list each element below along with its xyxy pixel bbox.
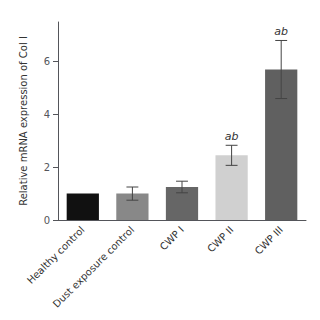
svg-text:4: 4 [44, 109, 50, 120]
svg-text:6: 6 [44, 56, 50, 67]
svg-text:ab: ab [225, 130, 239, 143]
svg-text:Relative mRNA expression of Co: Relative mRNA expression of Col I [18, 36, 29, 206]
svg-text:Dust exposure control: Dust exposure control [51, 224, 137, 310]
svg-text:2: 2 [44, 162, 50, 173]
svg-text:CWP II: CWP II [205, 224, 235, 254]
svg-text:Healthy control: Healthy control [24, 224, 87, 286]
svg-text:CWP I: CWP I [158, 224, 186, 252]
svg-text:ab: ab [274, 25, 288, 38]
svg-text:0: 0 [44, 215, 50, 226]
svg-text:CWP III: CWP III [253, 224, 285, 256]
